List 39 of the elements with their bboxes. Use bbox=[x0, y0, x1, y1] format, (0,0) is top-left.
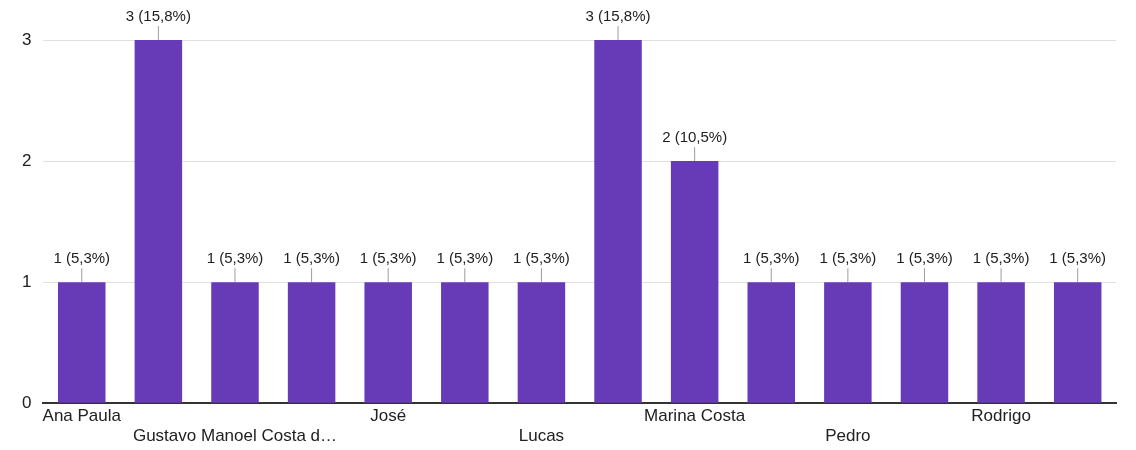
data-label: 1 (5,3%) bbox=[742, 248, 800, 266]
bar bbox=[977, 282, 1025, 403]
x-tick-label: Marina Costa bbox=[644, 406, 746, 426]
y-tick-label: 3 bbox=[21, 29, 32, 49]
bar bbox=[1053, 282, 1102, 403]
bar bbox=[824, 282, 872, 403]
data-label: 1 (5,3%) bbox=[359, 248, 417, 266]
y-tick-label: 1 bbox=[21, 271, 32, 291]
data-label: 1 (5,3%) bbox=[896, 248, 953, 266]
y-tick-label: 2 bbox=[21, 150, 32, 170]
data-label: 1 (5,3%) bbox=[1049, 248, 1107, 266]
data-label: 1 (5,3%) bbox=[513, 248, 570, 266]
bar bbox=[517, 282, 566, 403]
bar bbox=[747, 282, 795, 403]
x-tick-label: Ana Paula bbox=[42, 406, 122, 426]
data-label: 1 (5,3%) bbox=[283, 248, 340, 266]
bar bbox=[441, 282, 489, 403]
data-label: 1 (5,3%) bbox=[819, 248, 877, 266]
x-tick-label: Rodrigo bbox=[971, 406, 1031, 426]
x-tick-label: José bbox=[370, 406, 407, 426]
x-tick-label: Pedro bbox=[825, 426, 871, 446]
data-label: 3 (15,8%) bbox=[125, 6, 191, 24]
bar bbox=[670, 161, 719, 403]
bar bbox=[134, 40, 183, 403]
bar bbox=[287, 282, 336, 403]
bar bbox=[211, 282, 259, 403]
bar bbox=[364, 282, 412, 403]
data-label: 2 (10,5%) bbox=[662, 127, 728, 145]
data-label: 3 (15,8%) bbox=[585, 6, 651, 24]
bar bbox=[594, 40, 642, 403]
bar bbox=[900, 282, 949, 403]
data-label: 1 (5,3%) bbox=[972, 248, 1030, 266]
data-label: 1 (5,3%) bbox=[436, 248, 494, 266]
x-tick-label: Lucas bbox=[518, 426, 565, 446]
data-label: 1 (5,3%) bbox=[206, 248, 264, 266]
y-tick-label: 0 bbox=[21, 392, 32, 412]
bar bbox=[58, 282, 106, 403]
data-label: 1 (5,3%) bbox=[53, 248, 111, 266]
x-tick-label: Gustavo Manoel Costa d… bbox=[132, 426, 338, 446]
